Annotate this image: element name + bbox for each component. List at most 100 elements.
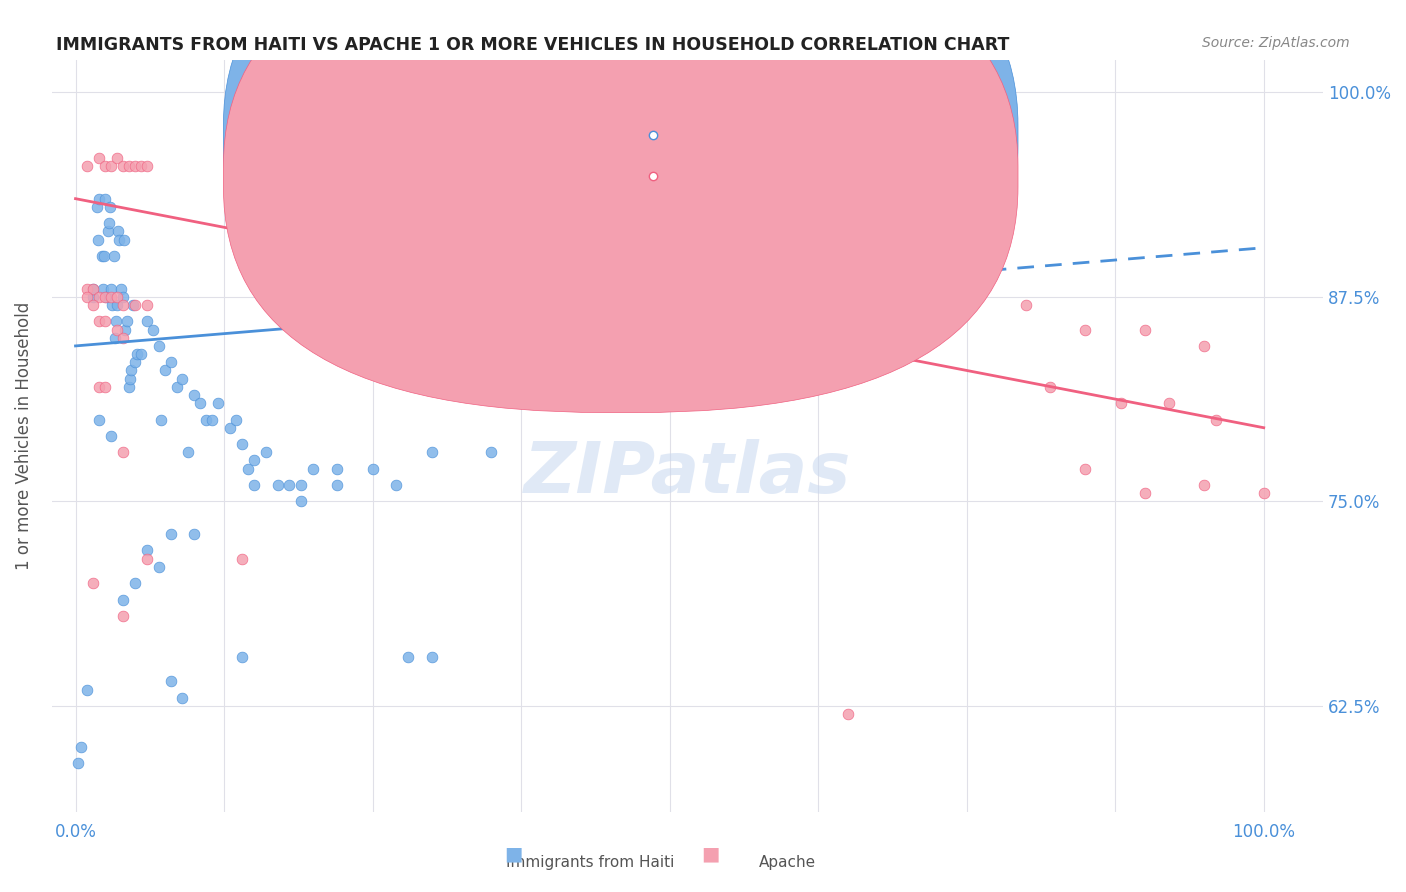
Point [89, 151, 111, 165]
Point [326, 478, 349, 492]
Point [118, 380, 141, 394]
Point [172, 371, 194, 385]
Point [124, 576, 146, 591]
Point [129, 159, 152, 173]
Point [114, 322, 136, 336]
Point [920, 224, 942, 238]
Point [896, 143, 918, 157]
Text: Source: ZipAtlas.com: Source: ZipAtlas.com [1202, 36, 1350, 50]
Point [266, 478, 288, 492]
Point [872, 216, 894, 230]
Point [1253, 486, 1275, 500]
Point [87, 233, 110, 247]
Point [97, 224, 120, 238]
Point [124, 355, 146, 369]
Text: Immigrants from Haiti: Immigrants from Haiti [506, 855, 675, 870]
Point [1157, 396, 1180, 410]
Point [105, 290, 128, 304]
Point [290, 494, 312, 508]
Point [103, 249, 125, 263]
Point [76, 159, 98, 173]
Point [127, 347, 149, 361]
Point [148, 559, 170, 574]
Point [1039, 380, 1062, 394]
Point [118, 159, 141, 173]
Point [121, 298, 143, 312]
Point [242, 453, 264, 467]
Text: R =  0.072   N = 82: R = 0.072 N = 82 [624, 125, 797, 140]
Point [105, 298, 128, 312]
Point [479, 445, 502, 459]
Point [236, 461, 259, 475]
Point [112, 159, 135, 173]
Point [108, 233, 131, 247]
Point [177, 445, 200, 459]
Point [778, 298, 800, 312]
Point [150, 412, 173, 426]
Point [1074, 461, 1097, 475]
Point [76, 282, 98, 296]
Text: R = -0.438   N = 56: R = -0.438 N = 56 [624, 166, 797, 181]
Point [124, 298, 146, 312]
Point [98, 200, 121, 214]
Point [94, 314, 117, 328]
Point [112, 331, 135, 345]
Point [100, 282, 122, 296]
Point [837, 298, 859, 312]
Point [76, 682, 98, 697]
Point [142, 322, 165, 336]
Text: IMMIGRANTS FROM HAITI VS APACHE 1 OR MORE VEHICLES IN HOUSEHOLD CORRELATION CHAR: IMMIGRANTS FROM HAITI VS APACHE 1 OR MOR… [56, 36, 1010, 54]
Point [225, 412, 247, 426]
Text: ZIPatlas: ZIPatlas [524, 439, 851, 508]
Point [89, 380, 111, 394]
FancyBboxPatch shape [224, 0, 1018, 372]
Point [231, 551, 253, 566]
Point [101, 298, 124, 312]
Point [1194, 339, 1216, 353]
FancyBboxPatch shape [224, 0, 1018, 413]
Point [135, 551, 157, 566]
Y-axis label: 1 or more Vehicles in Household: 1 or more Vehicles in Household [15, 301, 32, 570]
Point [112, 608, 135, 623]
Point [104, 314, 127, 328]
Point [112, 298, 135, 312]
Point [86, 200, 108, 214]
Text: Apache: Apache [759, 855, 815, 870]
Point [302, 461, 325, 475]
Point [420, 649, 443, 664]
Point [135, 543, 157, 558]
Point [76, 290, 98, 304]
Point [1015, 298, 1038, 312]
Point [385, 478, 408, 492]
Text: ■: ■ [503, 845, 523, 863]
Text: ■: ■ [700, 845, 720, 863]
Point [183, 388, 205, 402]
Point [104, 331, 127, 345]
Point [94, 192, 117, 206]
Point [420, 445, 443, 459]
Point [97, 216, 120, 230]
Point [837, 706, 859, 721]
Point [105, 322, 128, 336]
Point [188, 396, 211, 410]
Point [135, 159, 157, 173]
Point [1109, 396, 1132, 410]
Point [82, 298, 104, 312]
Point [94, 380, 117, 394]
Point [207, 396, 229, 410]
Point [159, 674, 181, 689]
Point [231, 437, 253, 451]
Point [89, 290, 111, 304]
Point [254, 445, 277, 459]
Point [290, 478, 312, 492]
Point [183, 527, 205, 541]
Point [120, 371, 142, 385]
Point [153, 363, 176, 377]
Point [396, 649, 419, 664]
Point [135, 298, 157, 312]
Point [82, 576, 104, 591]
Point [115, 314, 138, 328]
Point [90, 249, 112, 263]
Point [66, 756, 89, 771]
Point [100, 429, 122, 443]
